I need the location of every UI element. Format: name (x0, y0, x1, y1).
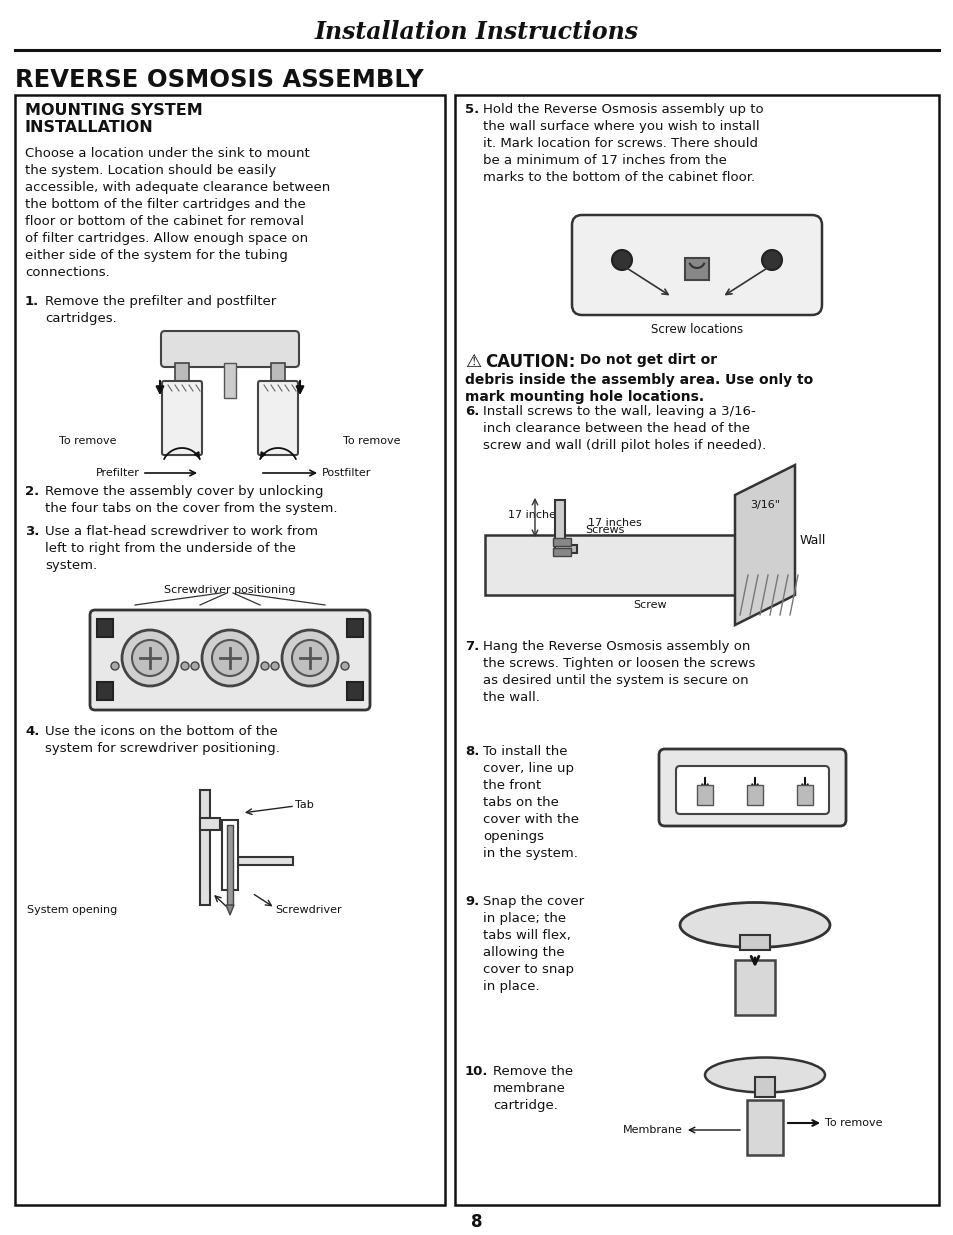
Bar (455, 95, 938, 1205)
Text: 3.: 3. (25, 525, 39, 538)
Bar (222, 820, 237, 890)
Text: Choose a location under the sink to mount
the system. Location should be easily
: Choose a location under the sink to moun… (25, 147, 330, 279)
Text: Hang the Reverse Osmosis assembly on
the screws. Tighten or loosen the screws
as: Hang the Reverse Osmosis assembly on the… (482, 640, 755, 704)
Bar (740, 935, 769, 950)
Circle shape (261, 662, 269, 671)
Bar (746, 1100, 782, 1155)
Circle shape (340, 662, 349, 671)
Text: 1.: 1. (25, 295, 39, 308)
Text: Screw locations: Screw locations (650, 324, 742, 336)
Circle shape (191, 662, 199, 671)
Text: Remove the assembly cover by unlocking
the four tabs on the cover from the syste: Remove the assembly cover by unlocking t… (45, 485, 337, 515)
FancyBboxPatch shape (162, 382, 202, 454)
Circle shape (271, 662, 278, 671)
Text: 17 inches: 17 inches (587, 517, 641, 529)
Polygon shape (734, 466, 794, 625)
Text: Prefilter: Prefilter (96, 468, 140, 478)
Bar (347, 619, 363, 637)
Text: Wall: Wall (800, 534, 825, 547)
Bar (684, 258, 708, 280)
FancyBboxPatch shape (161, 331, 298, 367)
Text: Remove the
membrane
cartridge.: Remove the membrane cartridge. (493, 1065, 573, 1112)
Bar (271, 363, 285, 383)
Text: Installation Instructions: Installation Instructions (314, 20, 639, 44)
Text: 6.: 6. (464, 405, 478, 417)
Polygon shape (484, 535, 734, 595)
Text: Postfilter: Postfilter (322, 468, 371, 478)
Text: 17 inches: 17 inches (508, 510, 561, 520)
Text: 8: 8 (471, 1213, 482, 1231)
Bar (200, 790, 210, 905)
Text: Screwdriver positioning: Screwdriver positioning (164, 585, 295, 595)
Bar (553, 548, 571, 556)
Circle shape (612, 249, 631, 270)
Text: debris inside the assembly area. Use only to
mark mounting hole locations.: debris inside the assembly area. Use onl… (464, 373, 812, 404)
Text: ⚠: ⚠ (464, 353, 480, 370)
Circle shape (292, 640, 328, 676)
Bar (15, 95, 444, 1205)
Text: Screws: Screws (585, 525, 624, 535)
Text: Do not get dirt or: Do not get dirt or (575, 353, 717, 367)
Text: Snap the cover
in place; the
tabs will flex,
allowing the
cover to snap
in place: Snap the cover in place; the tabs will f… (482, 895, 583, 993)
Text: Screw: Screw (633, 600, 666, 610)
Text: 10.: 10. (464, 1065, 488, 1078)
Text: Use the icons on the bottom of the
system for screwdriver positioning.: Use the icons on the bottom of the syste… (45, 725, 279, 755)
Text: Screwdriver: Screwdriver (274, 905, 341, 915)
Text: To remove: To remove (59, 436, 117, 446)
Bar (174, 363, 189, 383)
Bar (746, 785, 762, 805)
Bar (555, 500, 564, 550)
Text: Membrane: Membrane (622, 1125, 682, 1135)
Ellipse shape (704, 1057, 824, 1093)
Bar (200, 818, 220, 830)
Circle shape (181, 662, 189, 671)
Circle shape (202, 630, 257, 685)
Bar (224, 363, 235, 398)
Bar (97, 619, 112, 637)
Text: Remove the prefilter and postfilter
cartridges.: Remove the prefilter and postfilter cart… (45, 295, 276, 325)
Bar (227, 825, 233, 905)
Text: To remove: To remove (343, 436, 400, 446)
Text: 9.: 9. (464, 895, 478, 908)
Bar (237, 857, 293, 864)
Text: 4.: 4. (25, 725, 39, 739)
FancyBboxPatch shape (90, 610, 370, 710)
Text: 5.: 5. (464, 103, 478, 116)
Text: Use a flat-head screwdriver to work from
left to right from the underside of the: Use a flat-head screwdriver to work from… (45, 525, 317, 572)
Bar (555, 545, 577, 553)
Bar (796, 785, 812, 805)
Text: 3/16": 3/16" (749, 500, 780, 510)
Circle shape (282, 630, 337, 685)
Circle shape (132, 640, 168, 676)
Circle shape (761, 249, 781, 270)
Circle shape (111, 662, 119, 671)
Text: 2.: 2. (25, 485, 39, 498)
Text: MOUNTING SYSTEM
INSTALLATION: MOUNTING SYSTEM INSTALLATION (25, 103, 203, 136)
Text: To install the
cover, line up
the front
tabs on the
cover with the
openings
in t: To install the cover, line up the front … (482, 745, 578, 860)
Text: CAUTION:: CAUTION: (484, 353, 575, 370)
FancyBboxPatch shape (257, 382, 297, 454)
Text: 8.: 8. (464, 745, 478, 758)
Text: REVERSE OSMOSIS ASSEMBLY: REVERSE OSMOSIS ASSEMBLY (15, 68, 423, 91)
Bar (697, 785, 712, 805)
Text: 7.: 7. (464, 640, 478, 653)
Ellipse shape (679, 903, 829, 947)
Text: System opening: System opening (27, 905, 117, 915)
Circle shape (122, 630, 178, 685)
Bar (347, 682, 363, 700)
Text: Hold the Reverse Osmosis assembly up to
the wall surface where you wish to insta: Hold the Reverse Osmosis assembly up to … (482, 103, 762, 184)
Bar (734, 960, 774, 1015)
Text: To remove: To remove (824, 1118, 882, 1128)
Bar (97, 682, 112, 700)
Bar (553, 538, 571, 546)
Text: Install screws to the wall, leaving a 3/16-
inch clearance between the head of t: Install screws to the wall, leaving a 3/… (482, 405, 765, 452)
FancyBboxPatch shape (572, 215, 821, 315)
Text: Tab: Tab (294, 800, 314, 810)
Polygon shape (226, 905, 233, 915)
Bar (754, 1077, 774, 1097)
FancyBboxPatch shape (659, 748, 845, 826)
FancyBboxPatch shape (676, 766, 828, 814)
Circle shape (212, 640, 248, 676)
